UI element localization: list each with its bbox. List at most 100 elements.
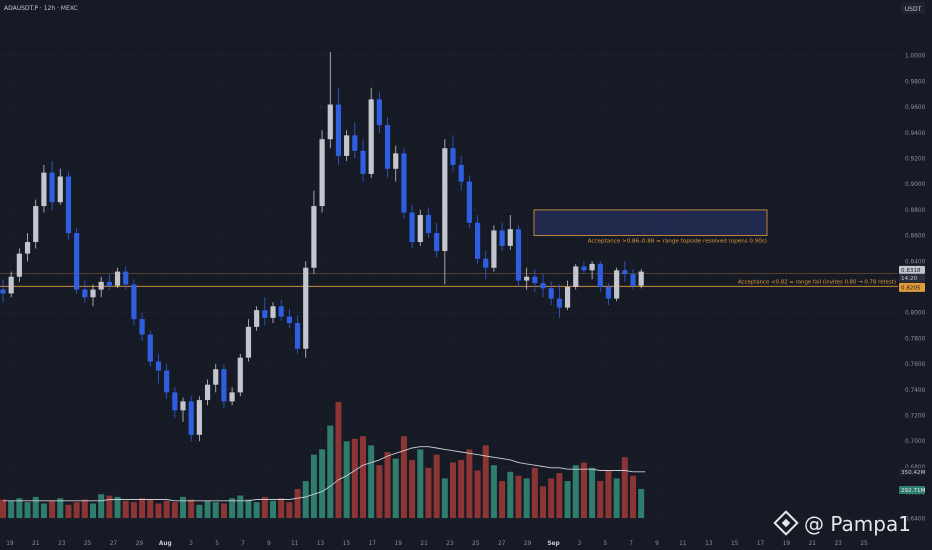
price-tick-label: 0.8000 — [905, 311, 926, 317]
volume-bar — [474, 470, 481, 518]
candle-body — [123, 271, 129, 285]
candle-body — [114, 271, 121, 286]
time-tick-label: 7 — [629, 541, 633, 547]
volume-bar — [81, 499, 88, 518]
candle-body — [172, 392, 178, 411]
volume-bar — [417, 449, 424, 518]
volume-bar — [196, 504, 203, 518]
volume-bar — [278, 498, 285, 518]
candle-body — [360, 150, 366, 174]
candle-body — [155, 361, 162, 371]
zone-box — [533, 209, 768, 237]
volume-bar — [245, 499, 252, 518]
volume-bar — [335, 401, 342, 518]
price-tick-label: 0.9600 — [905, 105, 926, 111]
volume-bar — [310, 454, 317, 518]
candle-body — [409, 212, 415, 243]
volume-bar — [90, 503, 97, 518]
time-tick-label: Aug — [159, 541, 172, 547]
time-tick-label: 19 — [395, 541, 403, 547]
time-tick-label: 29 — [524, 541, 532, 547]
candle-body — [515, 229, 522, 281]
time-tick-label: 5 — [215, 541, 219, 547]
candle-body — [270, 306, 276, 318]
candle-body — [262, 310, 268, 318]
volume-bar — [302, 481, 309, 518]
time-tick-label: Sep — [547, 541, 559, 547]
candle-body — [188, 401, 194, 435]
time-tick-label: 23 — [58, 541, 66, 547]
candle-body — [24, 242, 31, 254]
volume-bar — [65, 504, 72, 518]
volume-bar — [458, 459, 465, 518]
time-tick-label: 3 — [578, 541, 582, 547]
volume-bar — [130, 502, 137, 518]
candle-body — [98, 281, 104, 290]
volume-ma-tag — [899, 467, 925, 476]
volume-bar — [171, 502, 178, 518]
candle-body — [605, 287, 612, 299]
candle-body — [311, 206, 317, 268]
volume-bar — [180, 496, 187, 518]
candle-body — [450, 148, 456, 165]
volume-bar — [572, 465, 579, 518]
volume-bar — [580, 462, 587, 518]
candle-body — [614, 270, 620, 299]
time-tick-label: 23 — [834, 541, 842, 547]
volume-bar — [212, 502, 219, 518]
candle-body — [581, 266, 587, 271]
candle-body — [499, 230, 505, 246]
volume-bar — [49, 500, 56, 518]
candle-body — [458, 164, 464, 182]
volume-bar — [384, 452, 391, 518]
price-tick-label: 0.7400 — [905, 388, 926, 394]
volume-bar — [351, 438, 358, 518]
volume-bar — [376, 465, 383, 518]
zone-label: Acceptance >0.86–0.88 = range topside re… — [588, 239, 767, 245]
timer-tag — [899, 273, 925, 282]
volume-bar — [482, 445, 489, 518]
candle-body — [352, 135, 358, 151]
candle-body — [49, 172, 55, 203]
volume-bar — [621, 457, 628, 518]
candle-body — [344, 135, 350, 156]
volume-bar — [540, 486, 547, 518]
candle-body — [204, 384, 211, 401]
time-tick-label: 11 — [679, 541, 687, 547]
volume-bar — [360, 436, 367, 518]
volume-bars — [0, 401, 645, 518]
candle-body — [221, 369, 227, 402]
price-tick-label: 0.9400 — [905, 131, 926, 137]
volume-bar — [548, 478, 555, 518]
time-tick-label: 27 — [110, 541, 118, 547]
candle-body — [442, 148, 448, 252]
volume-bar — [106, 495, 113, 518]
volume-bar — [286, 502, 293, 518]
volume-bar — [32, 496, 39, 518]
time-tick-label: 21 — [32, 541, 40, 547]
volume-bar — [409, 459, 416, 518]
time-axis[interactable]: 19 21 23 25 27 29 Aug 3 5 7 9 11 13 15 17 19 21 23 25 27 29 S… — [6, 541, 868, 547]
candle-body — [368, 99, 374, 174]
currency-badge[interactable] — [901, 2, 925, 14]
volume-bar — [114, 496, 121, 518]
time-tick-label: 9 — [655, 541, 659, 547]
candle-body — [384, 125, 391, 169]
volume-bar — [16, 498, 23, 518]
time-tick-label: 29 — [136, 541, 144, 547]
last-price-tag-text: 0.8318 — [901, 268, 921, 274]
volume-bar — [433, 454, 440, 518]
time-tick-label: 21 — [809, 541, 817, 547]
last-price-tag — [899, 265, 925, 274]
candle-body — [90, 289, 96, 298]
candle-body — [327, 104, 333, 140]
time-tick-label: 19 — [6, 541, 14, 547]
volume-bar — [229, 498, 236, 518]
volume-bar — [613, 478, 620, 518]
candle-body — [65, 176, 72, 234]
volume-bar — [466, 449, 473, 518]
candle-body — [303, 267, 309, 349]
volume-last-tag — [899, 485, 925, 494]
